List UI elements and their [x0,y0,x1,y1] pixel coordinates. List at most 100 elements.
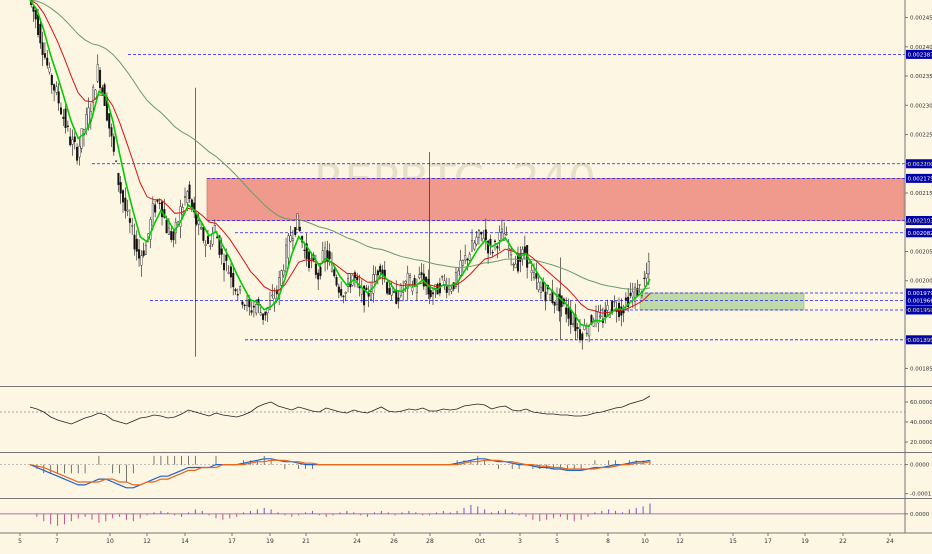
candle-down [230,267,232,277]
candle-up [79,146,81,157]
candle-up [168,228,170,235]
candle-up [370,292,372,300]
candle-down [60,108,62,114]
candle-down [159,203,161,204]
candle-down [467,259,469,260]
candle-up [205,244,207,245]
candle-up [127,210,129,211]
candle-down [336,277,338,285]
macd-pane: 0.0000-0.0001 [0,456,931,498]
candle-down [565,308,567,314]
candle-up [412,287,414,291]
ema-slow-line [30,0,650,289]
candle-down [62,117,64,118]
candle-down [304,250,306,251]
candle-down [76,147,78,160]
y-tick-label: 0.001850 [910,366,932,372]
candle-down [216,237,218,238]
x-tick-label: 10 [641,538,649,545]
candle-down [108,113,110,128]
candle-down [191,200,193,208]
candle-down [446,287,448,293]
candle-up [648,261,650,274]
candle-down [581,334,583,340]
candle-up [292,239,294,241]
candle-down [430,290,432,296]
candle-down [494,241,496,242]
y-tick-label: 0.001950 [910,308,932,314]
candle-down [37,15,39,35]
candle-down [253,306,255,307]
candle-up [228,272,230,273]
candle-down [124,198,126,211]
x-tick-label: 12 [143,538,151,545]
candle-down [496,246,498,248]
candle-up [56,87,58,92]
candle-down [262,314,264,320]
candle-up [632,292,634,297]
x-tick-label: 8 [606,538,610,545]
price-tag-label: 0.001966 [908,299,932,305]
candle-down [120,182,122,193]
candle-up [72,140,74,145]
candle-down [350,284,352,287]
candle-up [271,295,273,296]
y-tick-label: 0.002200 [910,162,932,168]
candle-down [221,249,223,255]
x-tick-label: 3 [518,538,522,545]
candle-down [237,294,239,295]
candle-up [529,263,531,264]
candle-up [288,236,290,258]
candle-up [444,281,446,285]
x-tick-label: 7 [55,538,59,545]
candle-up [460,261,462,276]
candle-down [398,298,400,301]
price-tag-label: 0.002387 [908,52,932,58]
candle-up [345,292,347,293]
candle-up [131,225,133,226]
x-tick-label: 15 [729,538,737,545]
candle-down [643,278,645,279]
candle-down [173,232,175,240]
candle-down [625,298,627,300]
candle-up [418,275,420,278]
candle-down [189,185,191,199]
candle-down [244,305,246,306]
candle-up [331,264,333,271]
candle-up [478,230,480,237]
candle-up [506,234,508,235]
y-tick-label: 20.0000 [910,440,932,446]
x-tick-label: 19 [801,538,809,545]
macd-line [30,459,650,488]
candle-down [129,218,131,222]
candle-up [531,270,533,273]
x-tick-label: 22 [839,538,847,545]
x-tick-label: 24 [886,538,894,545]
candle-down [226,255,228,261]
candle-up [255,304,257,313]
candle-up [474,243,476,249]
candle-up [572,324,574,325]
candle-up [441,276,443,277]
candle-down [524,247,526,253]
candle-down [630,293,632,296]
candle-up [85,114,87,129]
x-tick-label: Oct [475,538,486,545]
x-tick-label: 5 [555,538,559,545]
candle-down [368,293,370,296]
candle-down [393,292,395,293]
candle-down [102,88,104,93]
candle-up [209,246,211,247]
signal-line [30,460,650,485]
candle-up [260,313,262,315]
x-tick-label: 28 [426,538,434,545]
candle-up [97,64,99,81]
candle-up [476,237,478,244]
candle-up [522,249,524,258]
candle-up [200,228,202,229]
